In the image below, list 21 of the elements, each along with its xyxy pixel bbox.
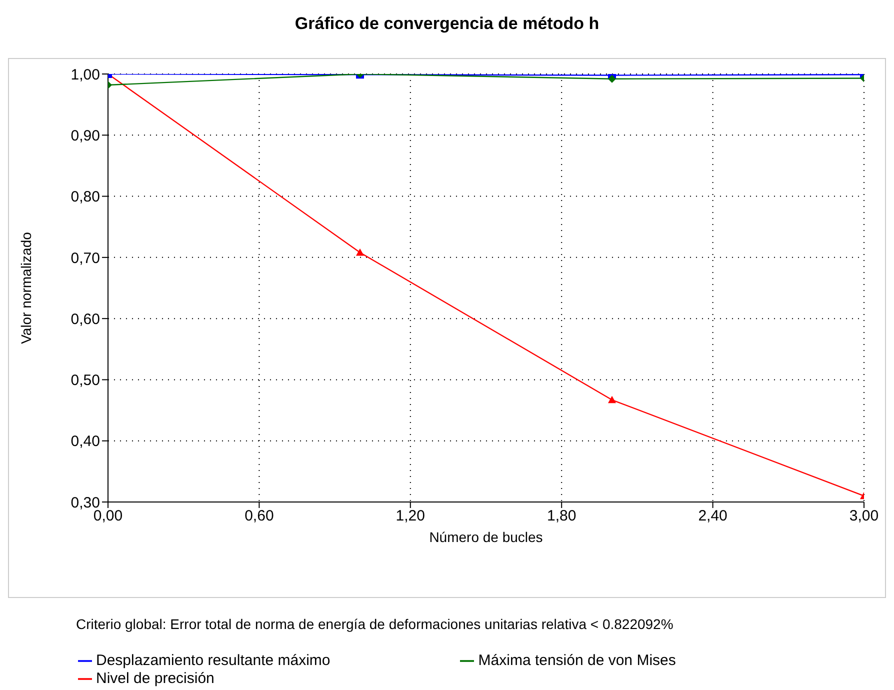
y-tick-label: 0,40 <box>70 433 100 450</box>
legend-label: Desplazamiento resultante máximo <box>96 652 330 669</box>
legend-label: Nivel de precisión <box>96 670 214 687</box>
y-tick-label: 0,90 <box>70 127 100 144</box>
y-tick-label: 0,60 <box>70 310 100 328</box>
point <box>608 396 616 404</box>
x-tick-label: 3,00 <box>849 508 879 525</box>
y-tick-label: 0,50 <box>70 372 100 390</box>
x-tick-label: 1,20 <box>396 508 425 525</box>
text: Criterio global: Error total de norma de energía de deformaciones unitarias relativa < 0.822092% <box>76 616 674 632</box>
point <box>356 248 364 256</box>
y-tick-label: 0,70 <box>70 250 100 267</box>
y-axis-title: Valor normalizado <box>18 232 34 344</box>
y-tick-label: 0,80 <box>70 188 100 206</box>
x-tick-label: 2,40 <box>698 508 728 525</box>
chart-title: Gráfico de convergencia de método h <box>294 13 600 35</box>
x-axis-title: Número de bucles <box>429 529 543 545</box>
x-tick-label: 1,80 <box>547 508 576 525</box>
y-tick-label: 1,00 <box>70 66 100 84</box>
legend-label: Máxima tensión de von Mises <box>478 652 676 669</box>
x-tick-label: 0,60 <box>244 508 274 525</box>
